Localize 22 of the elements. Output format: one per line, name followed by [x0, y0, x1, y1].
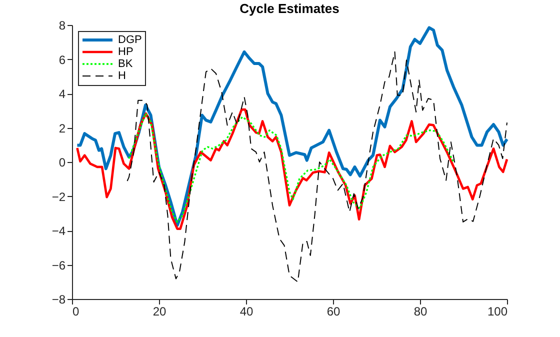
x-tick-label: 100 [487, 304, 508, 318]
x-tick-label: 40 [240, 304, 254, 318]
y-tick-label: 6 [58, 52, 66, 67]
x-tick-label: 80 [414, 304, 428, 318]
y-tick-label: −2 [52, 190, 66, 204]
legend-label: H [118, 70, 126, 82]
x-tick-label: 0 [72, 304, 80, 318]
line-series [76, 108, 508, 230]
legend-label: BK [118, 58, 134, 70]
y-tick-label: −6 [52, 258, 66, 272]
legend-label: DGP [118, 34, 142, 46]
line-series [128, 112, 454, 223]
y-tick-label: −8 [52, 292, 66, 306]
legend-label: HP [118, 46, 134, 58]
x-tick-label: 60 [326, 304, 340, 318]
chart-title: Cycle Estimates [240, 1, 340, 16]
y-tick-label: −4 [52, 224, 66, 238]
y-tick-label: 0 [58, 156, 66, 170]
y-tick-label: 2 [58, 121, 66, 136]
y-tick-label: 4 [58, 87, 66, 101]
y-tick-label: 8 [58, 18, 66, 32]
x-tick-label: 20 [152, 304, 166, 318]
